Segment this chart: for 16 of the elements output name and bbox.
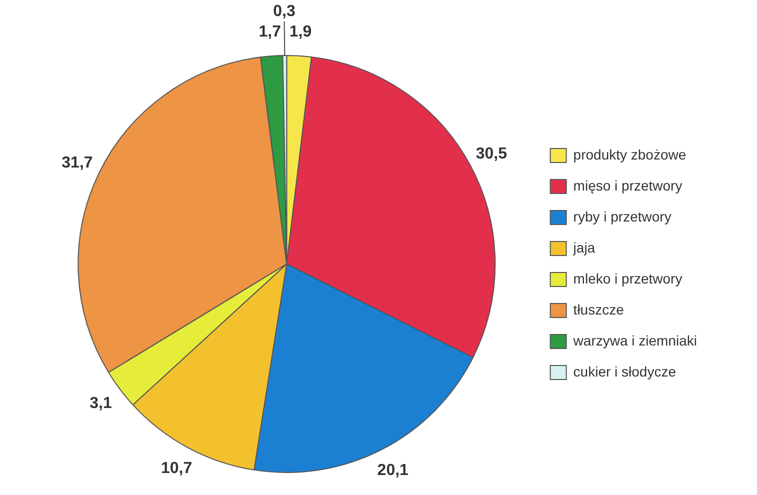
data-label: 0,3 [273, 2, 296, 20]
data-label: 31,7 [62, 154, 93, 172]
legend-label: produkty zbożowe [573, 146, 686, 162]
legend-label: tłuszcze [573, 301, 624, 318]
legend-label: mleko i przetwory [573, 270, 682, 286]
data-label: 10,7 [161, 460, 192, 478]
legend-label: warzywa i ziemniaki [572, 332, 698, 348]
data-label: 30,5 [476, 145, 508, 162]
legend-label: ryby i przetwory [573, 208, 672, 224]
data-label: 20,1 [377, 462, 409, 480]
data-label: 1,7 [258, 24, 282, 41]
data-label: 3,1 [90, 395, 112, 412]
legend-label: jaja [572, 239, 596, 256]
legend-label: mięso i przetwory [573, 177, 682, 194]
data-label: 1,9 [289, 23, 312, 40]
legend-label: cukier i słodycze [573, 363, 676, 380]
